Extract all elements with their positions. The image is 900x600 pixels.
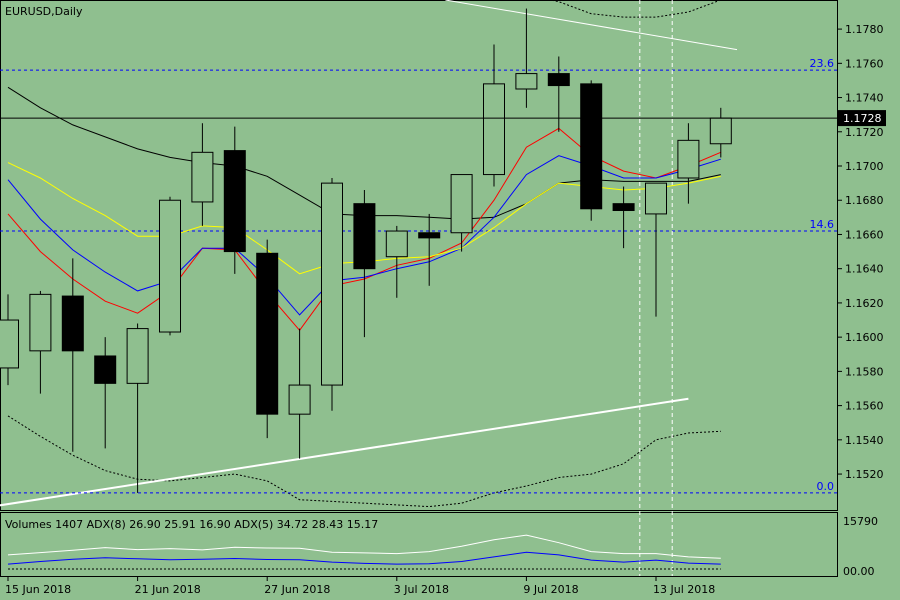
candle-body-bull	[159, 199, 181, 333]
candle-body-bull	[709, 117, 732, 145]
vertical-marker-lines[interactable]	[639, 0, 673, 576]
candle	[256, 239, 279, 439]
candle-body-bear	[612, 203, 635, 212]
fib-level-label: 0.0	[817, 480, 835, 493]
date-tick-label: 9 Jul 2018	[523, 583, 578, 596]
candle	[353, 189, 376, 338]
fibonacci-levels[interactable]: 23.6 14.6 0.0	[0, 57, 837, 494]
date-tick-label: 15 Jun 2018	[5, 583, 71, 596]
candle-body-bull	[483, 83, 505, 176]
candle-body-bull	[191, 151, 214, 203]
envelope-lines	[7, 0, 721, 508]
date-tick-label: 21 Jun 2018	[135, 583, 201, 596]
envelope-lower-line	[7, 415, 721, 508]
candle-body-bull	[515, 73, 538, 90]
candle	[0, 294, 19, 386]
price-tick-label: 1.1560	[845, 400, 884, 413]
candle	[580, 80, 603, 221]
candle-body-bull	[126, 328, 149, 384]
envelope-upper-line	[548, 0, 721, 18]
price-tick-label: 1.1520	[845, 468, 884, 481]
current-price-line: 1.1728	[0, 110, 886, 127]
candle	[321, 177, 343, 411]
price-tick-label: 1.1600	[845, 331, 884, 344]
price-tick-label: 1.1580	[845, 365, 884, 378]
volume-indicator	[7, 534, 721, 570]
candle	[709, 107, 732, 158]
indicator-panel-frame	[0, 512, 838, 577]
candle	[126, 323, 149, 493]
candle	[677, 123, 700, 204]
candle-body-bull	[0, 319, 19, 369]
candle	[288, 328, 311, 459]
price-tick-label: 1.1700	[845, 160, 884, 173]
price-axis: 1.1780 1.1760 1.1740 1.1720 1.1700 1.1680 1.16…	[837, 23, 884, 481]
candle-body-bull	[677, 139, 700, 179]
candle-body-bear	[580, 83, 603, 210]
indicator-max-label: 15790	[843, 515, 878, 528]
chart-title: EURUSD,Daily	[5, 5, 83, 18]
price-tick-label: 1.1720	[845, 126, 884, 139]
date-tick-label: 27 Jun 2018	[264, 583, 330, 596]
time-axis: 15 Jun 2018 21 Jun 2018 27 Jun 2018 3 Jul 2…	[5, 576, 715, 596]
volume-line-blue	[7, 551, 721, 565]
candle	[547, 56, 570, 132]
price-tick-label: 1.1640	[845, 263, 884, 276]
candle	[418, 213, 441, 286]
candle	[483, 44, 505, 187]
price-tick-label: 1.1740	[845, 92, 884, 105]
candle-body-bear	[353, 203, 376, 270]
candle-body-bull	[450, 174, 473, 234]
candle	[94, 337, 117, 449]
candle	[191, 123, 214, 226]
candle	[223, 126, 246, 274]
indicator-label: Volumes 1407 ADX(8) 26.90 25.91 16.90 AD…	[5, 518, 378, 531]
candle-body-bear	[223, 150, 246, 253]
current-price-label: 1.1728	[843, 112, 882, 125]
candle	[450, 174, 473, 252]
fib-level-label: 14.6	[810, 218, 835, 231]
candle	[385, 225, 408, 298]
candle-body-bull	[645, 182, 667, 215]
candle	[61, 258, 84, 452]
candle	[612, 186, 635, 249]
trendline[interactable]	[445, 0, 738, 51]
price-tick-label: 1.1680	[845, 194, 884, 207]
date-tick-label: 3 Jul 2018	[394, 583, 449, 596]
price-tick-label: 1.1620	[845, 297, 884, 310]
date-tick-label: 13 Jul 2018	[653, 583, 715, 596]
candle-body-bull	[385, 230, 408, 258]
candle	[159, 196, 181, 336]
candle	[515, 8, 538, 108]
price-tick-label: 1.1780	[845, 23, 884, 36]
trendline[interactable]	[0, 397, 689, 507]
candle	[29, 290, 52, 394]
indicator-min-label: 00.00	[843, 565, 875, 578]
price-tick-label: 1.1660	[845, 228, 884, 241]
candlesticks	[0, 8, 732, 493]
candle-body-bear	[94, 355, 117, 384]
candle-body-bear	[547, 73, 570, 87]
fib-level-label: 23.6	[810, 57, 835, 70]
volume-line-white	[7, 534, 721, 559]
candle-body-bear	[418, 232, 441, 239]
trendlines[interactable]	[0, 0, 738, 507]
candle-body-bull	[29, 293, 52, 352]
candle-body-bear	[256, 252, 279, 415]
price-tick-label: 1.1760	[845, 57, 884, 70]
candle-body-bear	[61, 295, 84, 352]
current-price-box	[838, 110, 886, 127]
price-tick-label: 1.1540	[845, 434, 884, 447]
candle-body-bull	[321, 182, 343, 386]
candle	[645, 182, 667, 317]
price-panel-frame	[0, 0, 838, 511]
candle-body-bull	[288, 384, 311, 415]
